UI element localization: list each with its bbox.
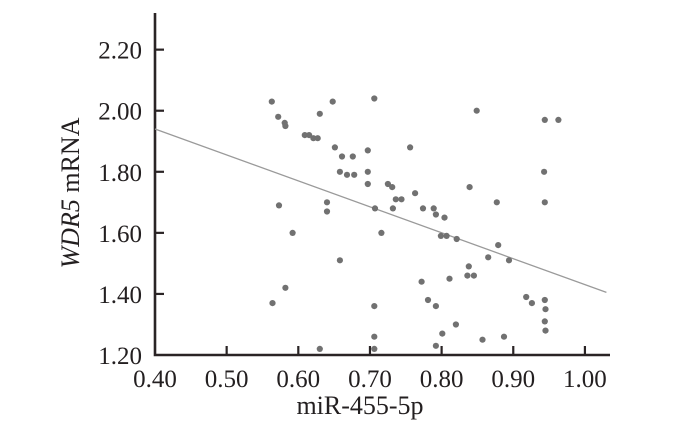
y-axis-title-rest: mRNA: [56, 117, 85, 200]
scatter-point: [418, 278, 425, 285]
x-axis-title: miR-455-5p: [296, 391, 424, 420]
scatter-point: [432, 303, 439, 310]
scatter-point: [493, 199, 500, 206]
scatter-point: [323, 208, 331, 215]
scatter-point: [371, 303, 378, 310]
scatter-point: [282, 122, 289, 130]
scatter-point: [541, 116, 548, 123]
scatter-point: [432, 342, 439, 349]
scatter-point: [464, 272, 471, 279]
scatter-point: [364, 147, 371, 154]
scatter-point: [329, 98, 336, 105]
scatter-point: [371, 345, 378, 352]
scatter-point: [316, 110, 323, 117]
y-tick-label: 2.00: [98, 99, 142, 126]
scatter-point: [378, 229, 385, 236]
scatter-point: [528, 300, 536, 307]
y-axis-title-gene: WDR5: [56, 199, 85, 269]
scatter-point: [349, 153, 356, 160]
y-tick-label: 1.60: [98, 221, 142, 248]
scatter-point: [441, 214, 448, 221]
scatter-point: [452, 321, 459, 328]
scatter-point: [453, 235, 460, 243]
scatter-point: [424, 296, 432, 304]
scatter-point: [473, 107, 480, 114]
scatter-point: [384, 180, 391, 188]
scatter-point: [371, 95, 378, 102]
scatter-point: [485, 254, 492, 261]
axis-spines: [153, 13, 610, 357]
scatter-point: [364, 168, 371, 175]
scatter-point: [541, 199, 548, 206]
scatter-point: [389, 184, 396, 191]
scatter-point: [500, 333, 508, 340]
scatter-point: [289, 229, 296, 236]
scatter-point: [495, 242, 502, 249]
scatter-point: [314, 135, 321, 142]
scatter-point: [371, 205, 379, 212]
x-tick-label: 1.00: [563, 366, 607, 393]
scatter-point: [282, 284, 289, 291]
scatter-point: [275, 202, 283, 209]
y-tick-label: 2.20: [98, 38, 142, 65]
scatter-point: [555, 116, 562, 123]
scatter-point: [439, 330, 446, 337]
scatter-point: [351, 171, 358, 178]
scatter-point: [392, 196, 399, 203]
scatter-point: [430, 205, 437, 212]
scatter-point: [407, 144, 414, 151]
scatter-point: [542, 327, 549, 334]
scatter-point: [446, 275, 453, 282]
scatter-point: [364, 180, 371, 188]
scatter-point: [432, 211, 439, 218]
scatter-point: [541, 318, 548, 325]
x-tick-label: 0.70: [348, 366, 392, 393]
scatter-point: [465, 263, 472, 270]
x-tick-label: 0.80: [420, 366, 464, 393]
x-tick-label: 0.40: [133, 366, 177, 393]
scatter-point: [398, 196, 405, 203]
x-tick-label: 0.50: [205, 366, 249, 393]
scatter-point: [523, 293, 530, 301]
scatter-point: [343, 171, 351, 178]
trend-line: [154, 128, 607, 294]
scatter-point: [316, 345, 323, 352]
scatter-point: [479, 336, 486, 343]
scatter-point: [268, 98, 275, 105]
scatter-point: [331, 144, 338, 151]
scatter-point: [269, 300, 276, 307]
y-tick-label: 1.40: [98, 282, 142, 309]
scatter-point: [336, 257, 343, 264]
scatter-point: [336, 168, 343, 175]
scatter-point: [275, 113, 282, 120]
scatter-point: [389, 205, 396, 212]
y-tick-label: 1.80: [98, 160, 142, 187]
scatter-point: [541, 296, 548, 304]
scatter-point: [310, 135, 317, 142]
y-tick-label: 1.20: [98, 343, 142, 370]
scatter-point: [412, 190, 419, 197]
scatter-point: [541, 168, 548, 175]
scatter-point: [437, 232, 444, 239]
y-axis-title: WDR5 mRNA: [56, 118, 86, 269]
x-tick-label: 0.90: [491, 366, 535, 393]
scatter-point: [542, 306, 549, 313]
scatter-point: [371, 333, 378, 340]
scatter-point: [338, 153, 346, 160]
scatter-point: [470, 272, 477, 279]
scatter-point: [419, 205, 427, 212]
x-tick-label: 0.60: [276, 366, 320, 393]
scatter-point: [306, 132, 313, 139]
scatter-point: [466, 184, 473, 191]
scatter-point: [301, 132, 308, 139]
scatter-point: [505, 257, 513, 264]
scatter-point: [323, 199, 331, 206]
scatter-point: [443, 232, 450, 239]
